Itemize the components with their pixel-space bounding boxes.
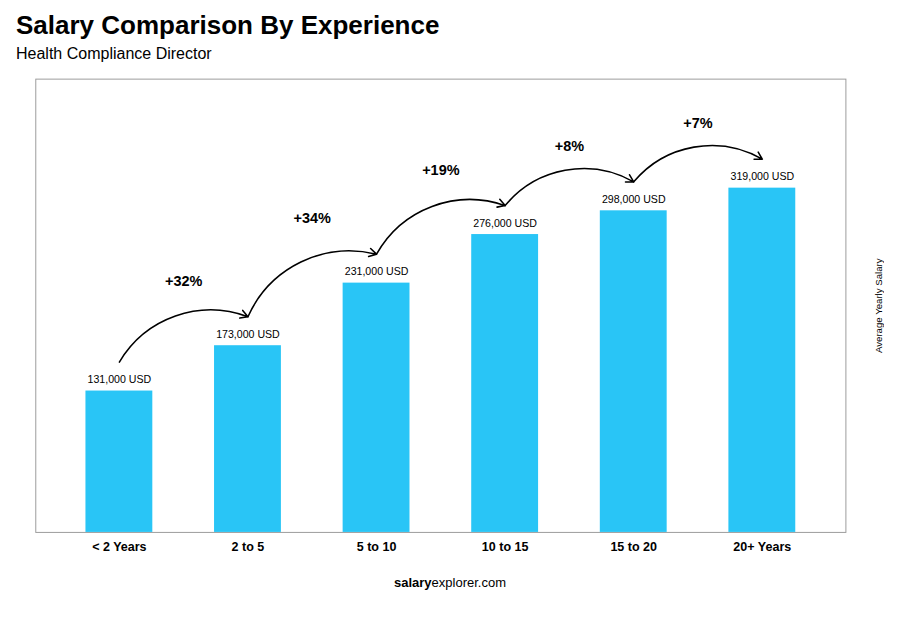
svg-text:2 to 5: 2 to 5 xyxy=(232,540,265,554)
svg-text:5 to 10: 5 to 10 xyxy=(357,540,397,554)
svg-text:+19%: +19% xyxy=(422,162,460,178)
svg-text:319,000 USD: 319,000 USD xyxy=(731,170,795,182)
html-text:salary explorer.com: salary explorer.com xyxy=(394,574,506,590)
html-text:Health Compliance Director: Health Compliance Director xyxy=(16,45,212,62)
svg-text:20+ Years: 20+ Years xyxy=(733,540,791,554)
svg-text:+32%: +32% xyxy=(165,273,203,289)
svg-text:15 to 20: 15 to 20 xyxy=(610,540,657,554)
svg-text:+7%: +7% xyxy=(683,115,712,131)
svg-text:< 2 Years: < 2 Years xyxy=(92,540,146,554)
svg-text:173,000 USD: 173,000 USD xyxy=(216,328,280,340)
svg-text:298,000 USD: 298,000 USD xyxy=(602,193,666,205)
svg-text:276,000 USD: 276,000 USD xyxy=(473,217,537,229)
svg-text:10 to 15: 10 to 15 xyxy=(482,540,529,554)
svg-text:Average Yearly Salary: Average Yearly Salary xyxy=(873,258,884,353)
svg-text:+34%: +34% xyxy=(294,210,332,226)
svg-text:+8%: +8% xyxy=(555,138,584,154)
svg-text:231,000 USD: 231,000 USD xyxy=(345,265,409,277)
svg-text:131,000 USD: 131,000 USD xyxy=(88,373,152,385)
html-text:Salary Comparison By Experienc: Salary Comparison By Experience xyxy=(16,10,440,40)
